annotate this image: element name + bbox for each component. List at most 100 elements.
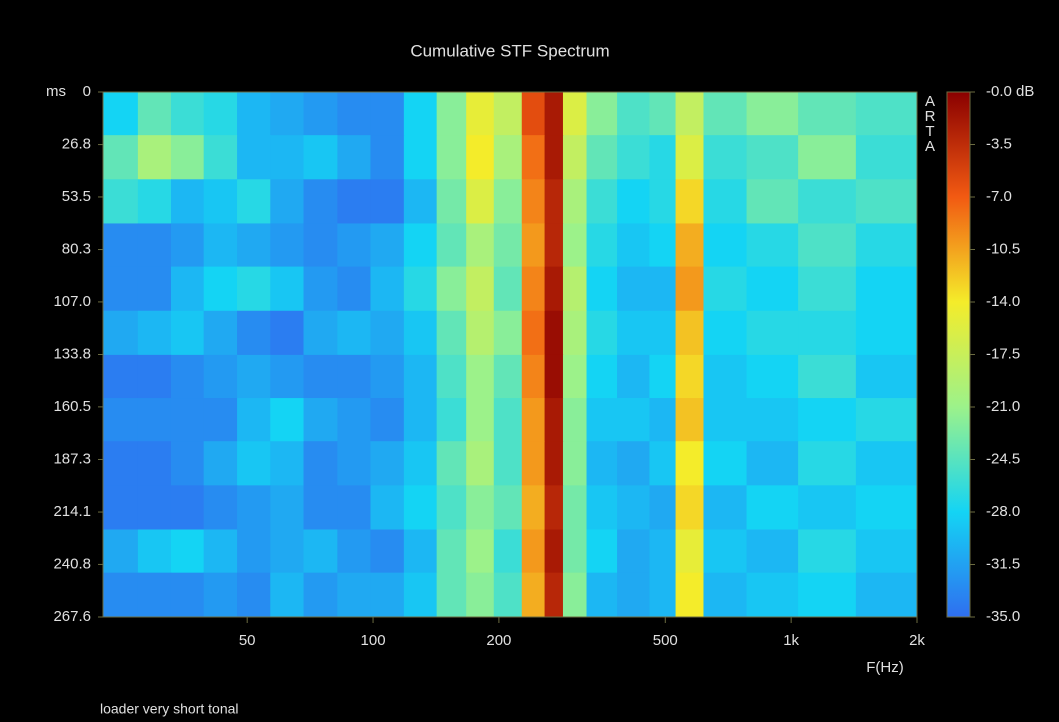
heat-cell — [798, 92, 857, 136]
heat-cell — [436, 529, 467, 574]
heat-cell — [855, 266, 918, 312]
colorbar-tick-label: -0.0 dB — [986, 83, 1034, 100]
heat-cell — [703, 398, 748, 442]
heat-cell — [703, 266, 748, 312]
heat-cell — [103, 266, 139, 312]
heat-cell — [493, 485, 523, 530]
colorbar-tick-label: -3.5 — [986, 135, 1012, 152]
heat-cell — [370, 266, 405, 312]
heat-cell — [203, 266, 238, 312]
heat-cell — [649, 223, 677, 268]
x-tick-label: 2k — [909, 632, 925, 649]
heat-cell — [203, 572, 238, 618]
heat-cell — [337, 135, 371, 180]
heat-cell — [798, 354, 857, 399]
heat-cell — [746, 223, 799, 268]
y-tick-label: 160.5 — [53, 398, 91, 415]
heat-cell — [103, 135, 139, 180]
heat-cell — [798, 223, 857, 268]
heat-cell — [170, 223, 205, 268]
colorbar-tick-label: -24.5 — [986, 450, 1020, 467]
x-tick-label: 200 — [486, 632, 511, 649]
heat-cell — [436, 179, 467, 224]
heat-cell — [586, 529, 618, 574]
heat-cell — [203, 310, 238, 356]
heat-cell — [237, 572, 271, 618]
heat-cell — [562, 485, 588, 530]
heat-cell — [703, 135, 748, 180]
heat-cell — [103, 354, 139, 399]
heat-cell — [466, 529, 495, 574]
heat-cell — [237, 441, 271, 486]
heat-cell — [270, 485, 305, 530]
heat-cell — [493, 398, 523, 442]
heat-cell — [703, 179, 748, 224]
heat-cell — [493, 310, 523, 356]
heat-cell — [170, 529, 205, 574]
heat-cell — [436, 441, 467, 486]
heat-cell — [370, 485, 405, 530]
heat-cell — [203, 398, 238, 442]
heat-cell — [855, 223, 918, 268]
heat-cell — [855, 92, 918, 136]
heat-cell — [103, 92, 139, 136]
y-tick-label: 26.8 — [62, 136, 91, 153]
heat-cell — [203, 485, 238, 530]
heat-cell — [617, 398, 650, 442]
heat-cell — [137, 485, 172, 530]
heat-cell — [403, 398, 438, 442]
heat-cell — [403, 223, 438, 268]
heat-cell — [521, 529, 546, 574]
heat-cell — [370, 529, 405, 574]
heat-cell — [855, 441, 918, 486]
heat-cell — [203, 179, 238, 224]
heat-cell — [586, 223, 618, 268]
heat-cell — [675, 92, 704, 136]
heat-cell — [798, 572, 857, 618]
heat-cell — [137, 266, 172, 312]
heat-cell — [586, 92, 618, 136]
heat-cell — [562, 92, 588, 136]
colorbar-tick-label: -7.0 — [986, 188, 1012, 205]
heat-cell — [493, 354, 523, 399]
heat-cell — [521, 572, 546, 618]
heat-cell — [466, 135, 495, 180]
heat-cell — [562, 398, 588, 442]
heat-cell — [370, 92, 405, 136]
heat-cell — [703, 529, 748, 574]
heat-cell — [521, 223, 546, 268]
heat-cell — [586, 179, 618, 224]
heat-cell — [544, 485, 564, 530]
heat-cell — [103, 441, 139, 486]
heat-cell — [855, 179, 918, 224]
heat-cell — [466, 223, 495, 268]
heat-cell — [203, 135, 238, 180]
heat-cell — [303, 266, 338, 312]
y-tick-label: 187.3 — [53, 450, 91, 467]
heat-cell — [798, 398, 857, 442]
heat-cell — [855, 572, 918, 618]
heat-cell — [370, 223, 405, 268]
heat-cell — [137, 310, 172, 356]
heat-cell — [270, 92, 305, 136]
heat-cell — [675, 572, 704, 618]
heat-cell — [370, 310, 405, 356]
heat-cell — [403, 266, 438, 312]
heat-cell — [746, 310, 799, 356]
heat-cell — [798, 485, 857, 530]
heat-cell — [170, 135, 205, 180]
heat-cell — [703, 441, 748, 486]
heat-cell — [493, 572, 523, 618]
heat-cell — [403, 441, 438, 486]
heat-cell — [617, 572, 650, 618]
axes: 0 26.8 53.5 80.3 107.0 133.8 160.5 187.3 214.1 24… — [53, 83, 1034, 649]
heat-cell — [103, 179, 139, 224]
heat-cell — [675, 135, 704, 180]
heat-cell — [746, 92, 799, 136]
heat-cell — [303, 572, 338, 618]
heat-cell — [675, 354, 704, 399]
heat-cell — [466, 92, 495, 136]
heat-cell — [746, 485, 799, 530]
colorbar-tick-label: -21.0 — [986, 398, 1020, 415]
